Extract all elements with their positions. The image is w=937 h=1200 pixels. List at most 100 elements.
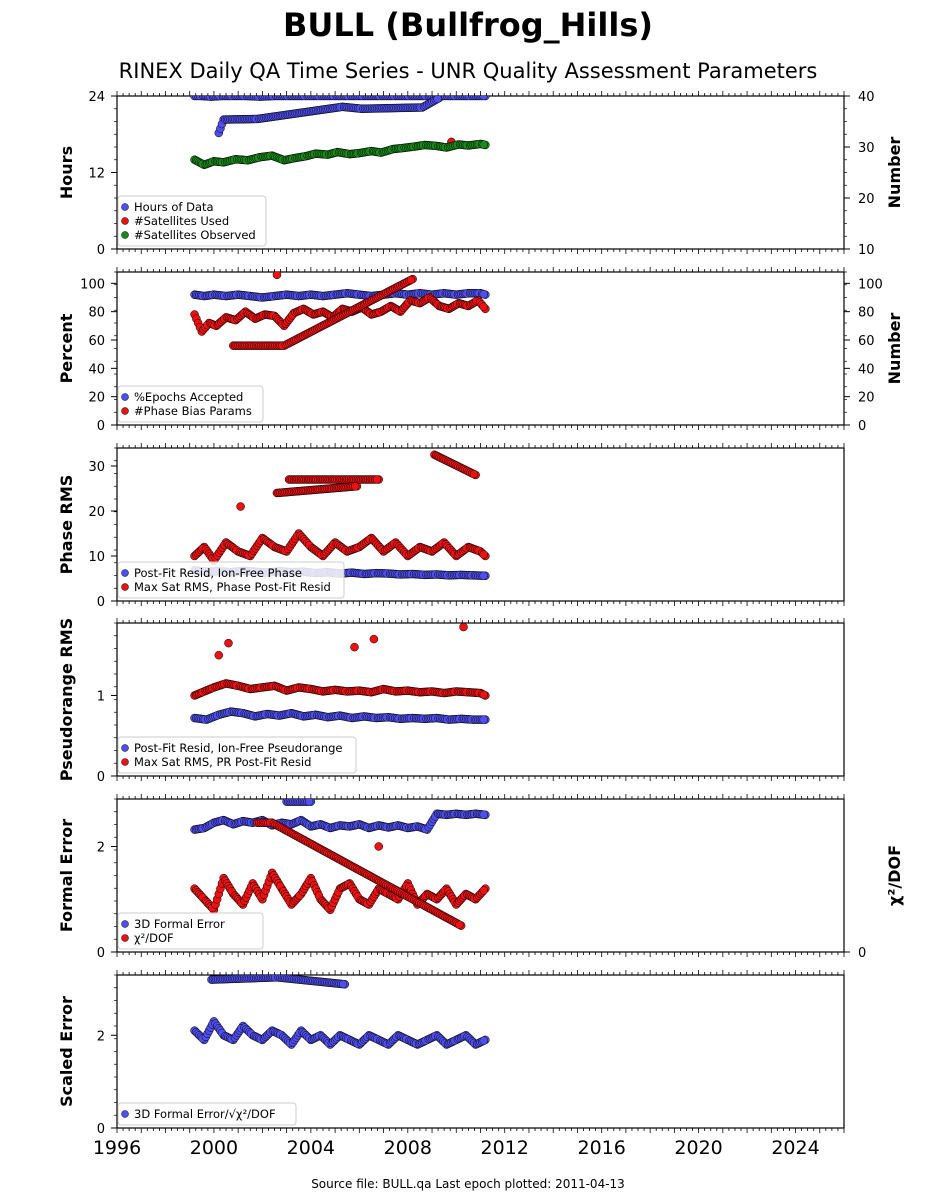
legend-marker [121, 1110, 129, 1118]
legend: Hours of Data#Satellites Used#Satellites… [117, 195, 267, 247]
data-point-fill [479, 886, 488, 895]
y-right-tick-label: 30 [858, 141, 875, 156]
source-footer: Source file: BULL.qa Last epoch plotted:… [311, 1177, 625, 1191]
data-point-fill [455, 920, 464, 929]
legend-label: #Phase Bias Params [134, 404, 252, 418]
chart-subtitle: RINEX Daily QA Time Series - UNR Quality… [119, 59, 818, 83]
y-tick-label: 20 [88, 505, 105, 520]
legend: %Epochs Accepted#Phase Bias Params [117, 385, 264, 423]
series-2 [190, 272, 490, 350]
y-tick-label: 2 [97, 1029, 105, 1044]
y-tick-label: 2 [97, 840, 105, 855]
y-tick-label: 1 [97, 689, 105, 704]
legend-marker [121, 393, 129, 401]
data-point-fill [479, 690, 488, 699]
series-2 [190, 450, 490, 565]
data-point [350, 642, 359, 652]
legend-label: #Satellites Observed [134, 228, 256, 242]
y-right-axis-label: Number [885, 313, 904, 385]
data-point [214, 650, 224, 660]
legend-label: 3D Formal Error [134, 917, 225, 931]
y-right-tick-label: 10 [858, 243, 875, 258]
data-point-fill [479, 140, 488, 149]
data-point [224, 638, 233, 648]
series-1 [190, 799, 490, 834]
legend-marker [121, 407, 129, 415]
legend-label: %Epochs Accepted [134, 390, 243, 404]
legend-label: Post-Fit Resid, Ion-Free Phase [134, 566, 302, 580]
legend-marker [121, 569, 129, 577]
panel-3: 0 10 20 30 Phase RMS Post-Fit Resid, Ion-Free… [57, 443, 845, 610]
legend-marker [121, 758, 129, 766]
data-point [272, 272, 282, 280]
y-tick-label: 100 [80, 277, 105, 292]
series-2 [190, 623, 490, 700]
data-point-fill [479, 715, 488, 724]
y-tick-label: 10 [88, 550, 105, 565]
data-point-fill [479, 1036, 488, 1045]
y-tick-label: 0 [97, 595, 105, 610]
legend-label: Max Sat RMS, Phase Post-Fit Resid [134, 580, 331, 594]
data-point-fill [479, 96, 488, 101]
y-axis-label: Hours [57, 146, 76, 199]
data-point [369, 634, 379, 644]
data-point [459, 623, 468, 632]
series-1 [190, 96, 490, 138]
y-right-tick-label: 60 [858, 334, 875, 349]
data-point-fill [304, 799, 314, 806]
x-tick-label: 1996 [93, 1137, 141, 1159]
legend-label: #Satellites Used [134, 214, 229, 228]
legend-marker [121, 203, 129, 211]
data-point-fill [433, 96, 442, 104]
data-point-fill [479, 289, 488, 299]
data-point-fill [406, 275, 416, 285]
y-tick-label: 60 [88, 334, 105, 349]
legend-marker [121, 920, 129, 928]
data-point-fill [479, 571, 488, 580]
data-point-fill [479, 810, 488, 819]
legend-box [117, 736, 357, 774]
x-tick-label: 2008 [384, 1137, 432, 1159]
y-tick-label: 80 [88, 306, 105, 321]
y-right-tick-label: 0 [858, 946, 866, 961]
panel-6: 0 2 Scaled Error 3D Formal Error/√χ²/DOF 199… [57, 970, 845, 1159]
data-layer [190, 272, 490, 350]
y-right-tick-label: 20 [858, 391, 875, 406]
chart-title: BULL (Bullfrog_Hills) [283, 6, 653, 44]
data-point-fill [350, 482, 360, 491]
legend: 3D Formal Error/√χ²/DOF [117, 1102, 297, 1126]
y-right-tick-label: 100 [858, 277, 883, 292]
y-right-tick-label: 80 [858, 306, 875, 321]
legend-box [117, 195, 267, 247]
series-1 [190, 975, 490, 1049]
y-right-tick-label: 40 [858, 362, 875, 377]
legend-marker [121, 744, 129, 752]
data-point-fill [469, 469, 479, 479]
y-tick-label: 0 [97, 1122, 105, 1137]
data-point [236, 502, 245, 511]
y-tick-label: 0 [97, 946, 105, 961]
data-point-fill [479, 302, 488, 311]
data-layer [190, 450, 490, 581]
x-tick-label: 2000 [190, 1137, 238, 1159]
data-point-fill [338, 979, 348, 989]
legend-box [117, 385, 264, 423]
legend-box [117, 561, 345, 599]
y-axis-label: Pseudorange RMS [57, 618, 76, 781]
legend-marker [121, 217, 129, 225]
data-layer [190, 799, 490, 930]
data-layer [190, 623, 490, 724]
y-axis-label: Percent [57, 313, 76, 383]
y-tick-label: 0 [97, 419, 105, 434]
x-tick-label: 2016 [577, 1137, 625, 1159]
legend: Post-Fit Resid, Ion-Free PseudorangeMax … [117, 736, 357, 774]
y-tick-label: 20 [88, 391, 105, 406]
y-right-axis-label: Number [885, 137, 904, 209]
data-point-fill [372, 475, 382, 484]
y-axis-label: Scaled Error [57, 996, 76, 1107]
data-layer [190, 96, 490, 170]
